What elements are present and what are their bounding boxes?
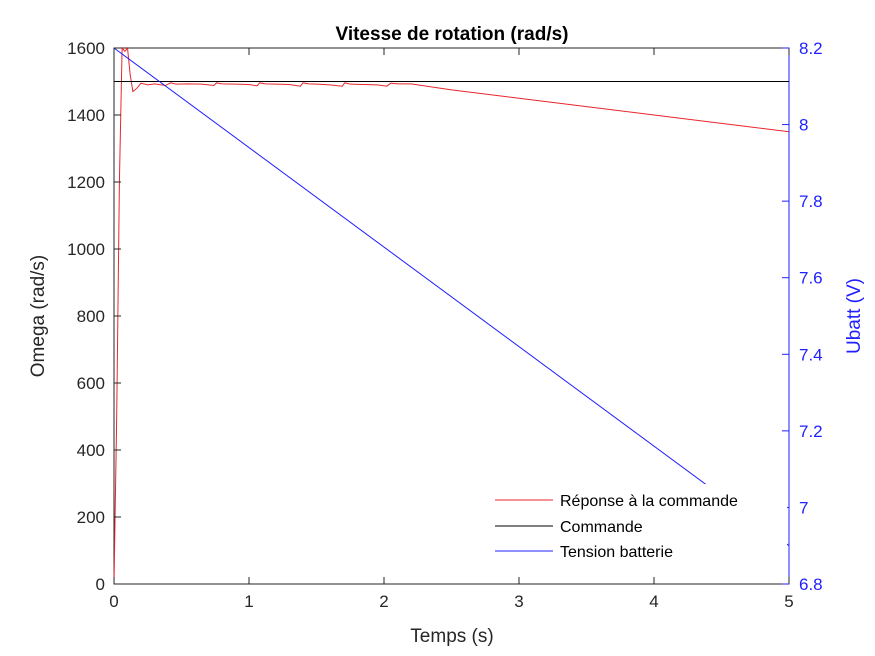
y-right-tick-label: 8 — [799, 116, 808, 135]
y-right-tick-label: 7 — [799, 498, 808, 517]
y-left-tick-label: 1400 — [67, 106, 105, 125]
y-right-tick-label: 8.2 — [799, 39, 823, 58]
legend-label-command: Commande — [560, 519, 643, 536]
x-tick-label: 2 — [379, 592, 388, 611]
series-layer — [113, 46, 790, 585]
ticks-layer: 0 1 2 3 4 5 0 200 400 600 800 1000 1200 1400 1600 6.8 7 7… — [67, 39, 822, 611]
chart-title: Vitesse de rotation (rad/s) — [336, 24, 569, 45]
y-left-tick-label: 1000 — [67, 240, 105, 259]
x-tick-label: 1 — [244, 592, 253, 611]
y-right-tick-label: 6.8 — [799, 575, 823, 594]
y-left-tick-label: 200 — [77, 508, 105, 527]
x-tick-label: 0 — [109, 592, 118, 611]
y-right-tick-label: 7.8 — [799, 192, 823, 211]
legend-label-battery: Tension batterie — [560, 544, 673, 561]
y-left-tick-label: 600 — [77, 374, 105, 393]
series-line-response — [113, 46, 790, 585]
y-left-tick-label: 0 — [96, 575, 105, 594]
y-left-tick-label: 400 — [77, 441, 105, 460]
legend: Réponse à la commande Commande Tension b… — [491, 484, 787, 568]
y-right-tick-label: 7.4 — [799, 345, 823, 364]
x-tick-label: 4 — [649, 592, 658, 611]
y-left-tick-label: 800 — [77, 307, 105, 326]
y-axis-right-label: Ubatt (V) — [844, 278, 865, 354]
legend-label-response: Réponse à la commande — [560, 493, 738, 510]
y-left-tick-label: 1600 — [67, 39, 105, 58]
x-tick-label: 3 — [514, 592, 523, 611]
x-axis-label: Temps (s) — [410, 626, 493, 647]
y-axis-left-label: Omega (rad/s) — [28, 255, 49, 377]
y-right-tick-label: 7.2 — [799, 422, 823, 441]
series-line-battery — [113, 47, 790, 547]
y-left-tick-label: 1200 — [67, 173, 105, 192]
x-tick-label: 5 — [784, 592, 793, 611]
y-right-tick-label: 7.6 — [799, 269, 823, 288]
